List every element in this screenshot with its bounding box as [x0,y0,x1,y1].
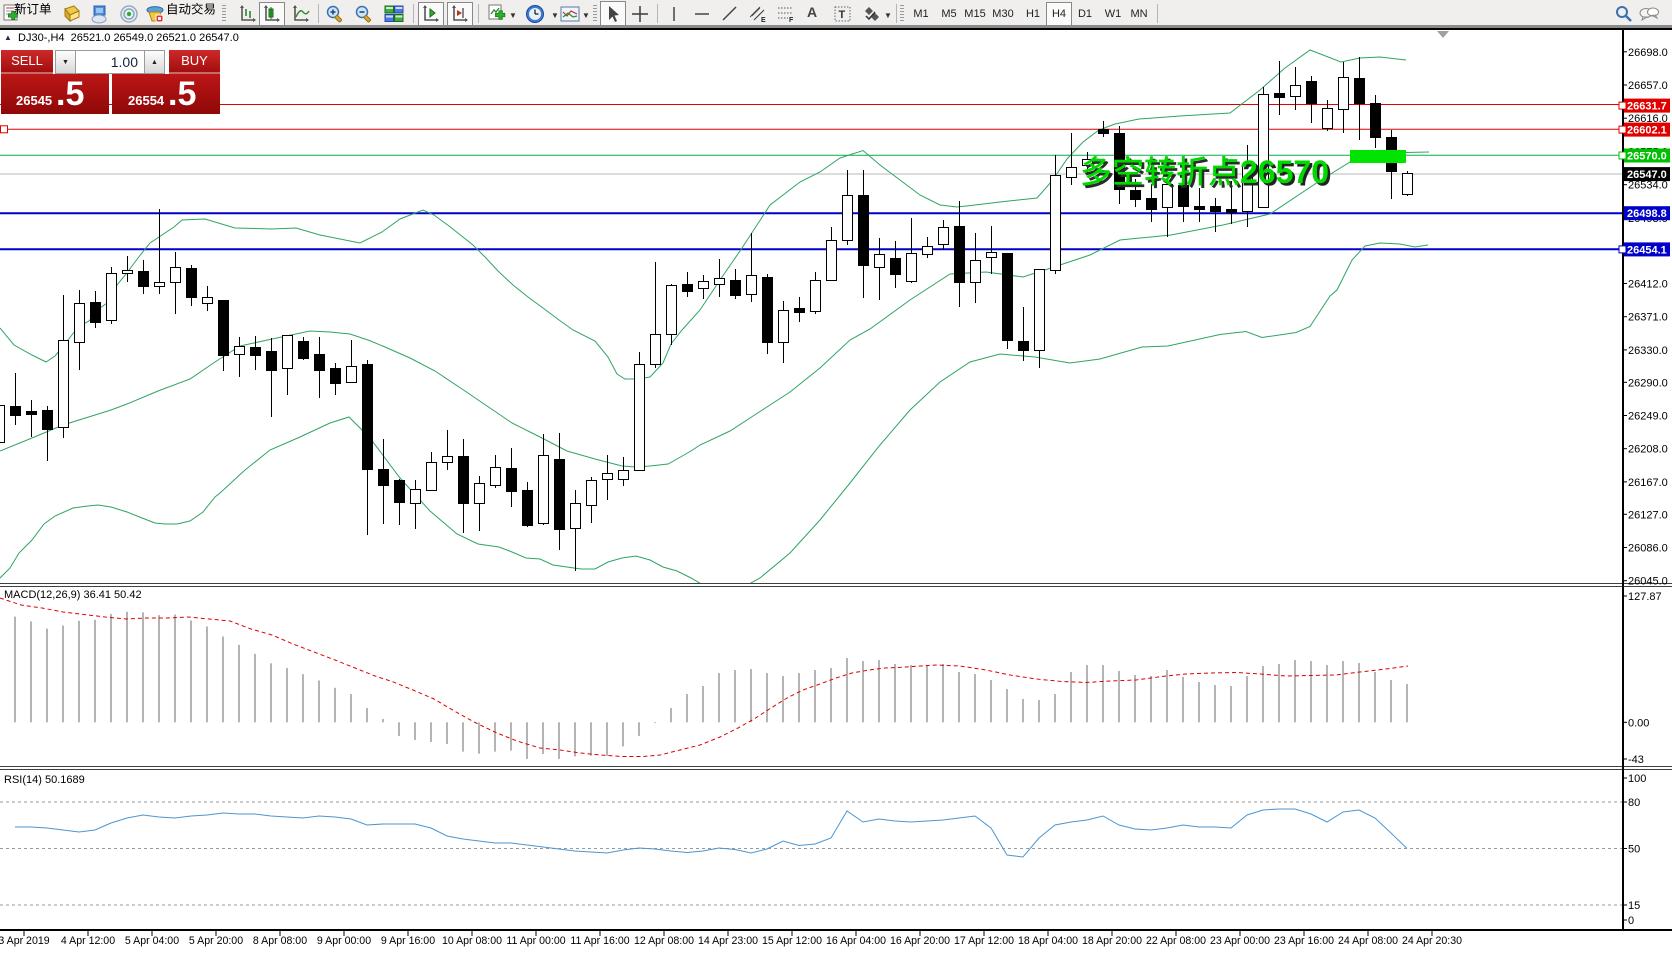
svg-text:26698.0: 26698.0 [1628,47,1668,59]
svg-text:MACD(12,26,9) 36.41 50.42: MACD(12,26,9) 36.41 50.42 [4,589,142,601]
svg-text:26631.7: 26631.7 [1627,101,1667,113]
svg-text:0.00: 0.00 [1628,717,1649,729]
svg-text:26167.0: 26167.0 [1628,477,1668,489]
svg-text:11 Apr 00:00: 11 Apr 00:00 [506,935,565,947]
svg-text:RSI(14) 50.1689: RSI(14) 50.1689 [4,774,85,786]
svg-text:26127.0: 26127.0 [1628,509,1668,521]
svg-text:80: 80 [1628,797,1640,809]
svg-text:26208.0: 26208.0 [1628,444,1668,456]
svg-text:23 Apr 16:00: 23 Apr 16:00 [1274,935,1334,947]
svg-text:0: 0 [1628,915,1634,927]
svg-text:26045.0: 26045.0 [1628,576,1668,588]
svg-text:-43: -43 [1628,754,1644,766]
svg-text:23 Apr 00:00: 23 Apr 00:00 [1210,935,1270,947]
svg-text:5 Apr 20:00: 5 Apr 20:00 [189,935,243,947]
svg-text:18 Apr 20:00: 18 Apr 20:00 [1082,935,1142,947]
svg-text:11 Apr 16:00: 11 Apr 16:00 [570,935,629,947]
svg-text:17 Apr 12:00: 17 Apr 12:00 [954,935,1014,947]
svg-text:50: 50 [1628,844,1640,856]
svg-text:26454.1: 26454.1 [1627,244,1667,256]
svg-text:24 Apr 20:30: 24 Apr 20:30 [1402,935,1462,947]
svg-text:26657.0: 26657.0 [1628,80,1668,92]
svg-text:8 Apr 08:00: 8 Apr 08:00 [253,935,307,947]
svg-text:15 Apr 12:00: 15 Apr 12:00 [762,935,822,947]
svg-text:10 Apr 08:00: 10 Apr 08:00 [442,935,502,947]
svg-text:16 Apr 20:00: 16 Apr 20:00 [890,935,950,947]
svg-text:100: 100 [1628,773,1646,785]
svg-text:26534.0: 26534.0 [1628,180,1668,192]
svg-text:9 Apr 16:00: 9 Apr 16:00 [381,935,435,947]
svg-text:9 Apr 00:00: 9 Apr 00:00 [317,935,371,947]
svg-text:26249.0: 26249.0 [1628,411,1668,423]
svg-text:26290.0: 26290.0 [1628,377,1668,389]
svg-text:E: E [761,17,766,24]
svg-text:18 Apr 04:00: 18 Apr 04:00 [1018,935,1078,947]
svg-text:5 Apr 04:00: 5 Apr 04:00 [125,935,179,947]
svg-text:26498.8: 26498.8 [1627,208,1667,220]
svg-text:4 Apr 12:00: 4 Apr 12:00 [61,935,115,947]
svg-text:26602.1: 26602.1 [1627,125,1667,137]
svg-text:F: F [789,17,794,24]
svg-text:26570: 26570 [1243,157,1332,193]
svg-text:26547.0: 26547.0 [1627,169,1667,181]
svg-text:26570.0: 26570.0 [1627,151,1667,163]
svg-text:3 Apr 2019: 3 Apr 2019 [0,935,50,947]
svg-text:24 Apr 08:00: 24 Apr 08:00 [1338,935,1398,947]
svg-text:T: T [839,9,846,21]
svg-text:26412.0: 26412.0 [1628,279,1668,291]
svg-text:15: 15 [1628,900,1640,912]
svg-text:26086.0: 26086.0 [1628,543,1668,555]
svg-text:22 Apr 08:00: 22 Apr 08:00 [1146,935,1206,947]
svg-text:127.87: 127.87 [1628,591,1662,603]
svg-text:26330.0: 26330.0 [1628,345,1668,357]
svg-text:16 Apr 04:00: 16 Apr 04:00 [826,935,886,947]
svg-text:26570: 26570 [1240,154,1329,190]
svg-text:26616.0: 26616.0 [1628,113,1668,125]
svg-text:12 Apr 08:00: 12 Apr 08:00 [634,935,694,947]
svg-text:14 Apr 23:00: 14 Apr 23:00 [698,935,758,947]
svg-text:26371.0: 26371.0 [1628,312,1668,324]
